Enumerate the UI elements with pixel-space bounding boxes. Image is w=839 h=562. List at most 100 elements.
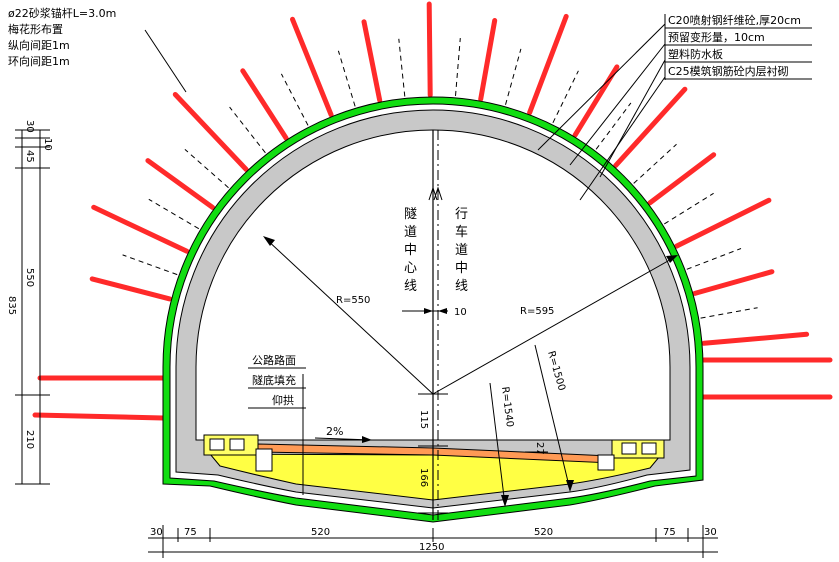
svg-text:隧: 隧 <box>404 206 417 222</box>
radial-dash <box>595 102 632 150</box>
bottom-dim-total: 1250 <box>419 542 444 553</box>
radial-dash <box>455 38 461 96</box>
anchor-bolt <box>91 204 190 254</box>
radial-dash <box>337 50 356 107</box>
radius-595-line <box>432 256 676 395</box>
radial-dash <box>686 248 742 270</box>
anchor-long-spacing-label: 纵向间距1m <box>8 38 70 52</box>
slope-arrowhead <box>362 436 372 443</box>
anchor-bolt <box>240 68 289 141</box>
anchor-bolt <box>361 19 383 103</box>
anchor-spec-label: ø22砂浆锚杆L=3.0m <box>8 6 116 20</box>
anchor-bolt <box>145 158 216 210</box>
radius-1540-arrowhead <box>501 495 509 507</box>
layer-leader-2 <box>569 43 666 166</box>
dim-115-label: 115 <box>418 410 429 429</box>
radial-dash <box>700 307 758 319</box>
svg-text:线: 线 <box>404 279 417 294</box>
anchor-bolt <box>572 64 620 138</box>
anchor-bolt <box>32 412 166 421</box>
radius-1500-arrowhead <box>566 480 574 492</box>
bottom-dim-30-left: 30 <box>150 527 163 538</box>
bottom-dim-520-left: 520 <box>311 527 330 538</box>
radius-1500-line <box>534 344 571 491</box>
bottom-dimension-chain <box>148 525 718 558</box>
anchor-bolt <box>527 13 569 116</box>
bottom-dim-520-right: 520 <box>534 527 553 538</box>
svg-text:道: 道 <box>404 225 417 240</box>
svg-text:中: 中 <box>404 243 417 258</box>
left-drain <box>203 434 273 472</box>
layer-leader-4 <box>579 76 666 201</box>
layer-leader-1 <box>537 23 666 151</box>
tunnel-centerline-label: 隧 道 中 心 线 <box>404 206 417 294</box>
radius-595-label: R=595 <box>520 306 554 317</box>
radius-550-line <box>264 237 434 395</box>
bottom-dim-30-right: 30 <box>704 527 717 538</box>
bottom-dim-75-left: 75 <box>184 527 197 538</box>
offset-10-label: 10 <box>454 307 467 318</box>
radial-dash <box>122 254 178 276</box>
lane-centerline-label: 行 车 道 中 线 <box>455 207 468 294</box>
anchor-layout-label: 梅花形布置 <box>8 22 63 36</box>
anchor-bolts <box>32 1 833 421</box>
dim-166-label: 166 <box>418 468 429 487</box>
invert-arch-label: 仰拱 <box>272 393 294 407</box>
anchor-bolt <box>478 18 498 102</box>
anchor-ring-spacing-label: 环向间距1m <box>8 54 70 68</box>
anchor-bolt <box>692 269 775 296</box>
pavement-label: 公路路面 <box>252 354 296 367</box>
slope-label: 2% <box>326 425 343 438</box>
svg-text:道: 道 <box>455 243 468 258</box>
anchor-bolt <box>89 276 173 302</box>
center-dimension-ticks <box>418 393 448 514</box>
radius-1540-label: R=1540 <box>499 386 515 428</box>
dim-30-label: 30 <box>24 120 35 133</box>
dim-550-label: 550 <box>24 268 35 287</box>
right-drain <box>597 439 665 471</box>
offset-arrow-right <box>438 308 447 314</box>
radial-dash <box>664 192 714 225</box>
svg-text:行: 行 <box>455 207 468 222</box>
layer-waterproof-label: 塑料防水板 <box>668 47 723 61</box>
layer-shotcrete-label: C20喷射钢纤维砼,厚20cm <box>668 13 801 27</box>
svg-text:中: 中 <box>455 261 468 276</box>
invert-fill-label: 隧底填充 <box>252 373 296 387</box>
svg-text:心: 心 <box>404 261 417 276</box>
radial-dash <box>148 198 200 230</box>
layer-deformation-label: 预留变形量，10cm <box>668 30 765 44</box>
radial-dash <box>229 106 266 154</box>
bottom-dim-75-right: 75 <box>663 527 676 538</box>
left-dimension-chain <box>15 129 50 485</box>
offset-arrow-left <box>424 308 433 314</box>
radial-dash <box>633 143 677 184</box>
radial-dash <box>552 70 579 124</box>
laneline-arrow <box>433 186 443 201</box>
radial-dash <box>505 48 522 105</box>
anchor-bolt <box>701 331 810 346</box>
svg-text:线: 线 <box>455 279 468 294</box>
svg-text:车: 车 <box>455 224 468 240</box>
anchor-bolt <box>613 86 688 168</box>
radial-dash <box>184 149 229 189</box>
radial-dash <box>280 73 309 126</box>
radius-550-arrowhead <box>263 236 275 246</box>
layer-lining-label: C25模筑钢筋砼内层衬砌 <box>668 64 789 78</box>
anchor-bolt <box>674 197 772 249</box>
radius-1540-line <box>489 382 506 506</box>
dim-210-label: 210 <box>24 430 35 449</box>
radial-dash-lines <box>122 38 758 319</box>
anchor-bolt <box>647 152 717 206</box>
dim-27-label: 27 <box>534 442 545 455</box>
anchor-bolt <box>426 1 433 98</box>
radius-550-label: R=550 <box>336 295 370 306</box>
dim-835-label: 835 <box>6 296 17 315</box>
dim-10-label: 10 <box>42 138 53 151</box>
anchor-leader <box>144 29 187 93</box>
radius-595-arrowhead <box>666 255 678 263</box>
anchor-bolt <box>172 92 249 172</box>
anchor-bolt <box>290 16 334 118</box>
dim-45-label: 45 <box>24 150 35 163</box>
radial-dash <box>398 38 406 97</box>
